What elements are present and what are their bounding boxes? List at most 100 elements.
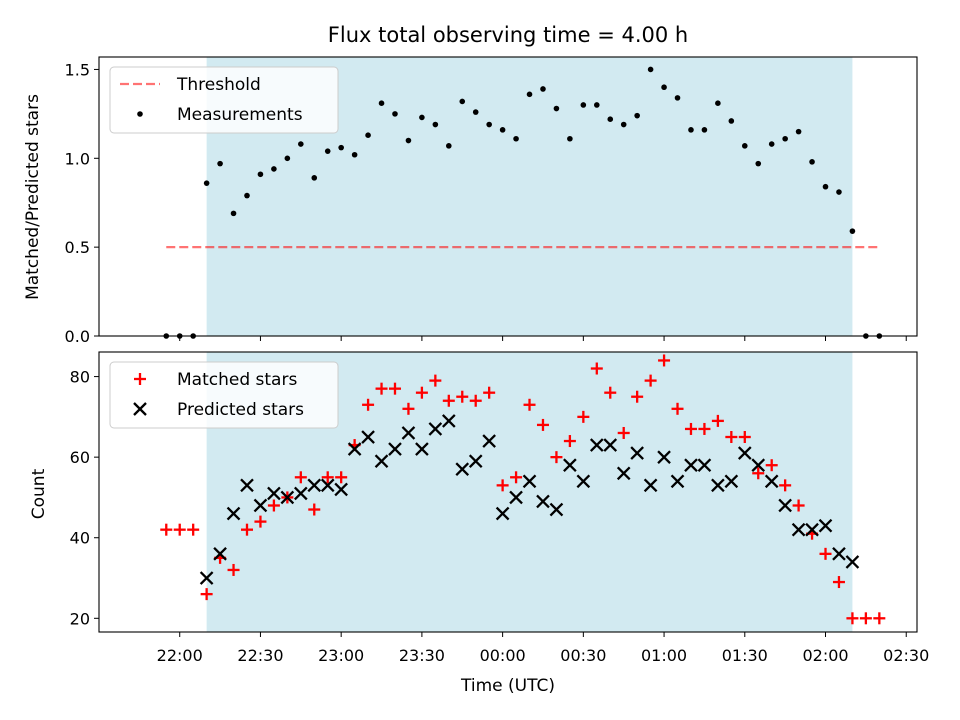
matched-star-point [335,471,348,484]
measurement-point [607,116,614,122]
matched-star-point [160,523,173,536]
predicted-star-point [509,490,523,505]
measurement-point [513,135,519,142]
predicted-star-point [347,442,362,456]
measurement-point [876,333,883,339]
matched-star-point [738,431,751,444]
top-legend: Threshold Measurements [109,66,339,134]
x-tick-label: 23:00 [318,646,364,665]
predicted-star-point [737,446,752,460]
matched-star-point [321,471,334,484]
matched-star-point [510,471,523,484]
legend-predicted-swatch [133,402,147,416]
x-tick-label: 02:30 [883,646,929,665]
measurement-point [378,100,385,107]
measurement-point [782,135,788,142]
measurement-point [190,333,196,339]
bottom-legend-box [109,361,339,429]
matched-star-point [873,612,886,625]
measurement-point [217,160,223,167]
matched-star-point [752,467,765,480]
matched-star-point [698,422,711,435]
measurement-point [432,121,439,128]
measurement-point [741,143,748,149]
measurement-point [593,102,600,108]
matched-star-point [240,523,253,536]
predicted-star-point [441,414,456,428]
matched-star-point [684,422,697,435]
matched-star-point [523,398,536,411]
measurement-point [620,121,627,128]
predicted-star-point [226,506,241,521]
bottom-axes-frame [98,351,918,633]
measurement-point [822,183,829,190]
matched-star-point [267,499,280,512]
bottom-y-tick-label: 20 [70,609,90,628]
x-tick-label: 22:00 [157,646,203,665]
predicted-star-point [684,458,698,473]
top-axes-frame [98,56,918,337]
predicted-star-point [616,466,631,481]
measurement-point [849,228,856,234]
measurement-point [257,171,264,178]
predicted-star-point [293,486,308,501]
matched-star-point [725,431,738,444]
matched-star-point [308,503,321,516]
matched-star-point [590,362,603,375]
matched-star-point [429,374,442,387]
measurement-point [472,109,479,115]
measurement-point [634,112,640,119]
matched-star-point [200,588,213,601]
matched-star-point [187,523,200,536]
matched-star-point [711,414,724,427]
predicted-star-point [536,494,550,509]
measurement-point [284,155,291,162]
measurement-point [836,189,842,195]
measurement-point [324,148,331,154]
measurement-point [486,121,492,128]
measurement-point [203,180,210,186]
predicted-star-point [630,446,644,460]
predicted-star-point [845,555,860,569]
matched-star-point [496,479,509,492]
top-panel: 0.0 0.5 1.0 1.5 Threshold Measurements [65,56,918,346]
matched-star-point [469,394,482,407]
x-tick-label: 02:00 [802,646,848,665]
measurement-point [688,127,694,133]
predicted-star-point [482,434,496,448]
measurement-point [795,128,802,135]
predicted-star-point [751,458,766,473]
x-tick-label: 00:30 [560,646,606,665]
predicted-star-point [818,518,833,533]
matched-star-point [563,435,576,448]
predicted-star-point [468,454,483,468]
x-tick-label: 22:30 [237,646,283,665]
measurement-point [244,192,250,199]
matched-star-point [577,410,590,423]
measurement-point [661,84,667,91]
matched-star-point [402,402,415,415]
top-y-tick-label: 0.0 [65,327,90,346]
predicted-star-point [253,498,268,513]
measurement-point [338,144,344,151]
measurement-point [580,102,587,108]
measurement-point [567,135,573,142]
bottom-y-axis-label: Count [29,468,49,519]
bottom-y-tick-label: 60 [70,448,90,467]
top-y-tick-label: 1.5 [65,60,90,79]
legend-label: Predicted stars [177,400,304,420]
measurement-point [553,105,560,112]
measurement-point [311,175,318,181]
measurement-point [176,333,183,339]
top-y-tick-label: 1.0 [65,149,90,168]
legend-label: Measurements [177,105,303,125]
matched-star-point [483,386,496,399]
x-tick-label: 01:00 [641,646,687,665]
predicted-star-point [240,478,254,493]
predicted-star-point [401,426,416,440]
measurement-point [674,95,681,101]
matched-star-point [832,576,845,589]
measurement-point [459,98,466,105]
legend-measurement-swatch [137,111,143,117]
predicted-star-point [455,462,470,477]
